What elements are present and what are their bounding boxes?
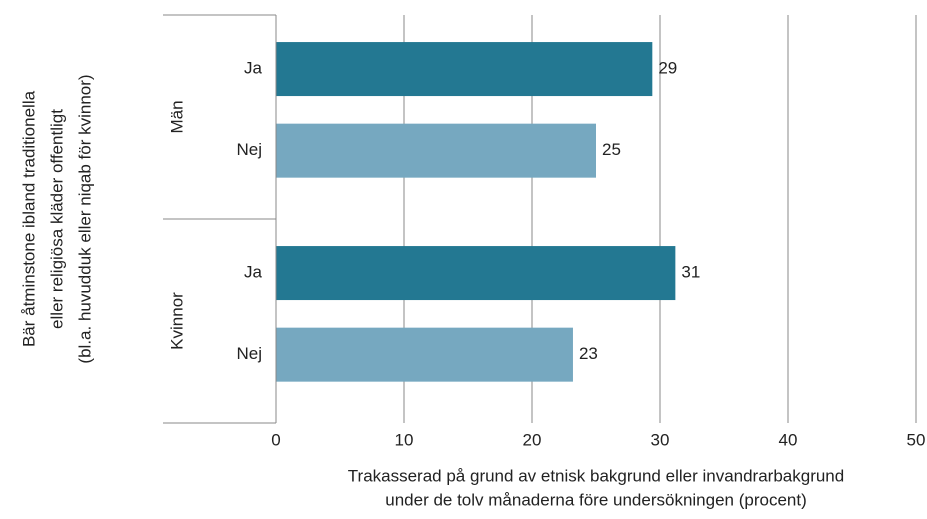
group-label: Kvinnor (167, 292, 186, 350)
group-label: Män (167, 100, 186, 133)
y-axis-label: eller religiösa kläder offentligt (47, 109, 66, 329)
value-label: 23 (579, 344, 598, 363)
category-label: Nej (236, 344, 262, 363)
value-label: 29 (658, 59, 677, 78)
x-tick-label: 0 (271, 430, 280, 449)
category-label: Ja (244, 263, 263, 282)
category-label: Ja (244, 59, 263, 78)
x-tick-label: 10 (395, 430, 414, 449)
bar (276, 246, 676, 301)
bar (276, 42, 653, 97)
value-label: 31 (681, 263, 700, 282)
x-tick-label: 30 (651, 430, 670, 449)
y-axis-label: Bär åtminstone ibland traditionella (19, 90, 38, 347)
y-axis-label: (bl.a. huvudduk eller niqab för kvinnor) (75, 74, 94, 363)
x-tick-label: 50 (907, 430, 926, 449)
x-axis-label: under de tolv månaderna före undersöknin… (385, 490, 807, 509)
value-label: 25 (602, 140, 621, 159)
category-label: Nej (236, 140, 262, 159)
x-tick-label: 20 (523, 430, 542, 449)
bar (276, 123, 596, 178)
x-axis-label: Trakasserad på grund av etnisk bakgrund … (348, 466, 844, 485)
bar (276, 327, 573, 382)
x-tick-label: 40 (779, 430, 798, 449)
